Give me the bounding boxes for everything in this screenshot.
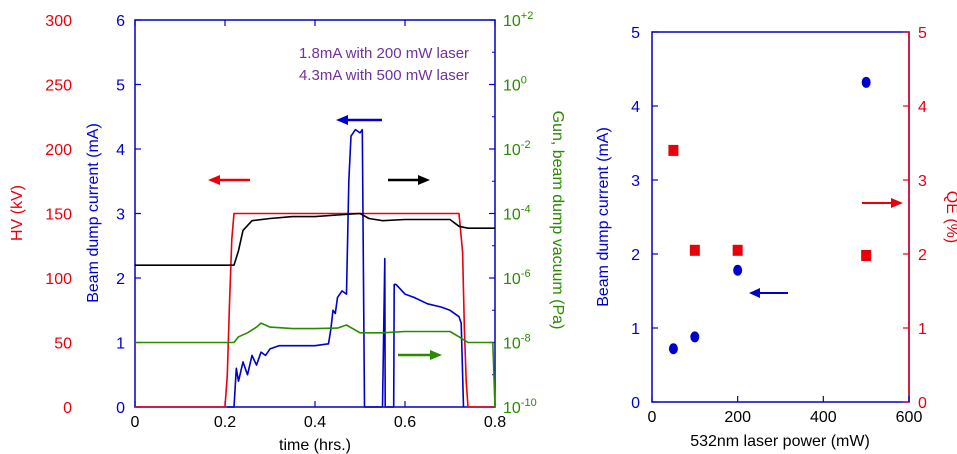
x-tick-label: 600 bbox=[896, 409, 923, 426]
right-series bbox=[668, 76, 872, 355]
vacuum-axis-label: Gun, beam dump vacuum (Pa) bbox=[549, 111, 566, 330]
qe-tick-label: 1 bbox=[918, 321, 927, 338]
right-xlabel: 532nm laser power (mW) bbox=[690, 433, 870, 450]
x-tick-label: 0 bbox=[131, 414, 140, 431]
x-tick-label: 0.2 bbox=[214, 414, 236, 431]
hv-tick-label: 250 bbox=[45, 78, 72, 95]
hv-tick-label: 0 bbox=[63, 400, 72, 417]
current-tick-label: 5 bbox=[631, 25, 640, 42]
series-vacuum-gun bbox=[135, 322, 496, 408]
x-tick-label: 0.6 bbox=[394, 414, 416, 431]
hv-tick-label: 200 bbox=[45, 142, 72, 159]
qe-point bbox=[689, 244, 700, 256]
current-tick-label: 1 bbox=[631, 321, 640, 338]
qe-point bbox=[668, 144, 679, 156]
annotation-line-1: 1.8mA with 200 mW laser bbox=[299, 45, 469, 62]
left-series bbox=[135, 128, 496, 408]
arrow-vacuum-green-right bbox=[398, 350, 442, 360]
current-tick-label: 4 bbox=[631, 99, 640, 116]
left-xlabel: time (hrs.) bbox=[279, 437, 351, 454]
qe-tick-label: 2 bbox=[918, 247, 927, 264]
vacuum-tick-label: 10-6 bbox=[503, 268, 531, 288]
x-tick-label: 200 bbox=[724, 409, 751, 426]
arrow-current-left bbox=[336, 115, 382, 125]
arrow-current-left-2 bbox=[749, 288, 788, 298]
left-axes: 0 0.2 0.4 0.6 0.8 0 50 100 150 200 250 300 0 1 2 3 4 5 6 10… bbox=[45, 10, 536, 431]
arrow-qe-right bbox=[862, 198, 903, 208]
hv-tick-label: 150 bbox=[45, 207, 72, 224]
time-series-chart: 0 0.2 0.4 0.6 0.8 0 50 100 150 200 250 300 0 1 2 3 4 5 6 10… bbox=[9, 10, 566, 454]
right-plot-frame bbox=[651, 31, 910, 403]
x-tick-label: 0 bbox=[648, 409, 657, 426]
qe-point bbox=[732, 244, 743, 256]
qe-tick-label: 5 bbox=[918, 25, 927, 42]
vacuum-tick-label: 10+2 bbox=[503, 10, 533, 30]
current-tick-label: 0 bbox=[631, 395, 640, 412]
series-HV bbox=[135, 212, 495, 408]
series-vacuum-beam-dump bbox=[135, 212, 495, 267]
vacuum-tick-label: 10-10 bbox=[503, 397, 537, 417]
series-current bbox=[227, 128, 465, 408]
hv-tick-label: 100 bbox=[45, 271, 72, 288]
hv-tick-label: 300 bbox=[45, 13, 72, 30]
vacuum-tick-label: 10-2 bbox=[503, 139, 531, 159]
x-tick-label: 0.8 bbox=[484, 414, 506, 431]
current-point bbox=[861, 76, 871, 88]
qe-axis-label: QE (%) bbox=[943, 191, 957, 243]
vacuum-tick-label: 10-8 bbox=[503, 333, 531, 353]
qe-tick-label: 0 bbox=[918, 395, 927, 412]
current-tick-label: 6 bbox=[116, 13, 125, 30]
x-tick-label: 400 bbox=[810, 409, 837, 426]
current-axis-label: Beam dump current (mA) bbox=[85, 123, 102, 303]
current-tick-label: 2 bbox=[631, 247, 640, 264]
current-point bbox=[668, 343, 678, 355]
right-current-axis-label: Beam dump current (mA) bbox=[595, 127, 612, 307]
current-tick-label: 5 bbox=[116, 78, 125, 95]
hv-axis-label: HV (kV) bbox=[9, 185, 26, 241]
qe-tick-label: 4 bbox=[918, 99, 927, 116]
current-tick-label: 3 bbox=[631, 173, 640, 190]
current-point bbox=[733, 264, 743, 276]
current-tick-label: 0 bbox=[116, 400, 125, 417]
vacuum-tick-label: 100 bbox=[503, 75, 527, 95]
arrow-hv-left bbox=[208, 175, 250, 185]
x-tick-label: 0.4 bbox=[304, 414, 326, 431]
current-tick-label: 4 bbox=[116, 142, 125, 159]
arrow-vacuum-black-right bbox=[388, 175, 430, 185]
current-tick-label: 3 bbox=[116, 207, 125, 224]
annotation-line-2: 4.3mA with 500 mW laser bbox=[299, 67, 469, 84]
vacuum-tick-label: 10-4 bbox=[503, 204, 531, 224]
current-tick-label: 2 bbox=[116, 271, 125, 288]
qe-tick-label: 3 bbox=[918, 173, 927, 190]
qe-point bbox=[861, 249, 872, 261]
hv-tick-label: 50 bbox=[54, 336, 72, 353]
current-point bbox=[690, 331, 700, 343]
current-tick-label: 1 bbox=[116, 336, 125, 353]
